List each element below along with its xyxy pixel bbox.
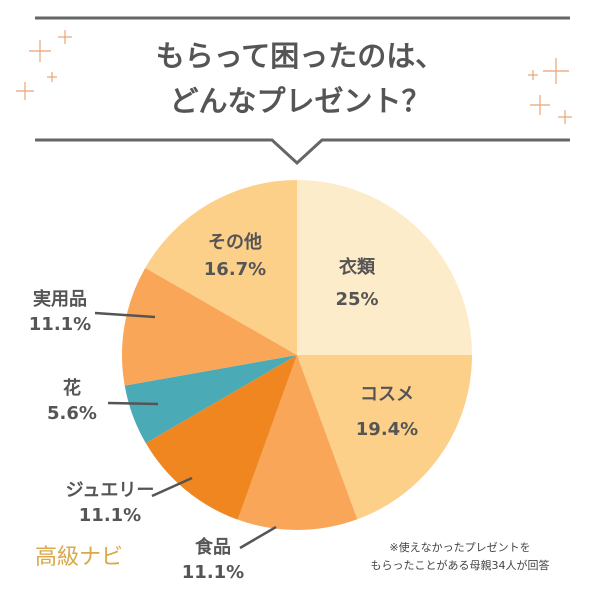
pie-slice [297,355,472,520]
slice-label: 食品 [194,536,231,558]
slice-value-label: 16.7% [204,259,266,280]
slice-value-label: 25% [335,289,378,310]
pie-slice [145,180,297,355]
slice-value-label: 19.4% [356,419,418,440]
pie-slice [237,355,358,530]
slice-value-label: 11.1% [182,562,244,583]
leader-line [94,311,156,319]
pie: 衣類 25% コスメ 19.4% 食品 11.1% ジュエリー 11.1% 花 5.6% 実用品 11… [29,180,472,583]
slice-label: 花 [63,377,81,399]
slice-value-label: 11.1% [79,505,141,526]
pie-slice [145,355,297,520]
chevron-rule [35,138,570,166]
footnote: もらったことがある母親34人が回答 [371,558,550,572]
leader-line [107,401,159,406]
pie-slice [297,180,472,355]
slice-label: 実用品 [33,288,87,310]
brand: 高級ナビ [35,545,123,570]
footnote: ※使えなかったプレゼントを [389,541,530,554]
leader-line [239,525,277,550]
slice-label: コスメ [360,384,414,405]
leader-line [151,476,193,498]
slice-value-label: 11.1% [29,314,91,335]
title-line: もらって困ったのは、 [156,39,445,73]
pie-slice [124,355,298,444]
slice-value-label: 5.6% [47,403,97,424]
sparkles [16,30,572,124]
title-line: どんなプレゼント？ [169,84,430,118]
pie-slice [122,267,297,386]
slice-label: 衣類 [339,256,376,278]
slice-label: ジュエリー [66,480,155,501]
slice-label: その他 [208,231,262,253]
